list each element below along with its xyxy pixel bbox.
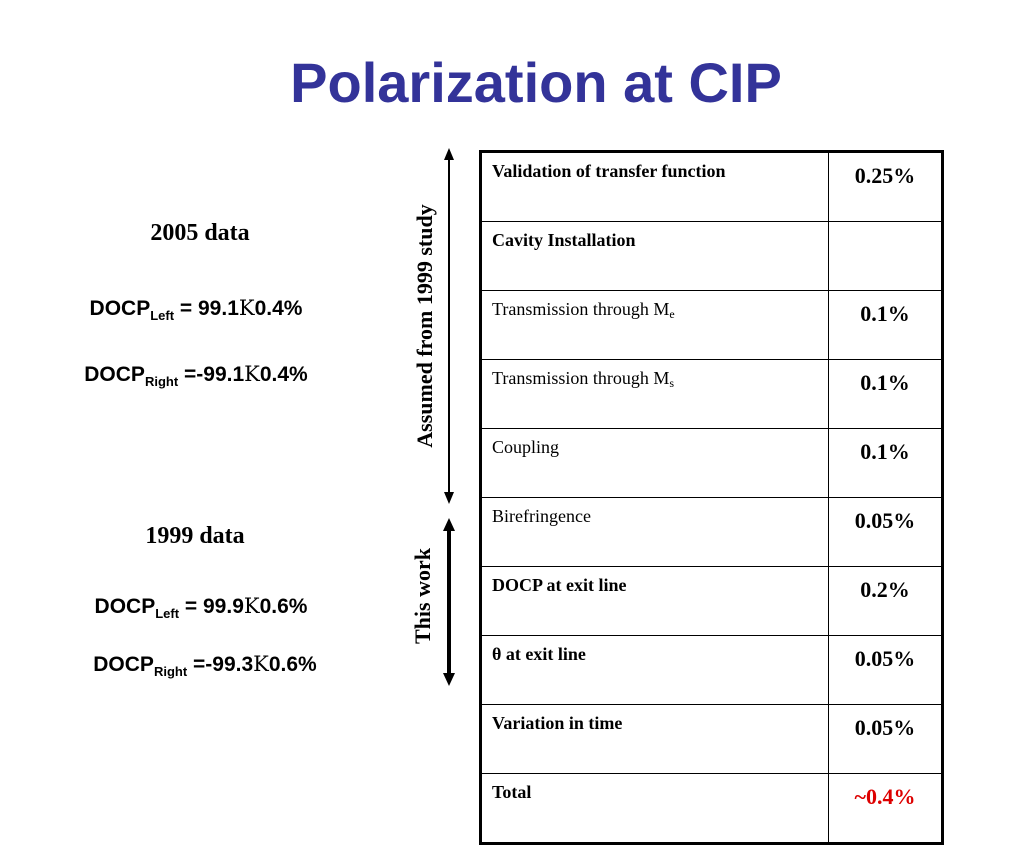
row-value — [828, 221, 943, 291]
this-work-range-arrow — [443, 518, 455, 686]
docp-right-1999: DOCPRight =-99.3Κ0.6% — [93, 652, 317, 679]
table-row: Variation in time 0.05% — [480, 704, 943, 774]
row-label-text: Variation in time — [492, 713, 623, 733]
row-label-text: Transmission through M — [492, 368, 670, 388]
row-label: θ at exit line — [480, 635, 829, 705]
docp-left-1999: DOCPLeft = 99.9Κ0.6% — [94, 594, 308, 621]
row-value: 0.1% — [828, 428, 943, 498]
row-label-text: θ at exit line — [492, 644, 586, 664]
row-value: 0.05% — [828, 497, 943, 567]
heading-1999: 1999 data — [145, 523, 245, 549]
page-title: Polarization at CIP — [290, 51, 782, 114]
row-label: Validation of transfer function — [480, 151, 829, 222]
row-label-text: Transmission through M — [492, 299, 670, 319]
row-value: 0.05% — [828, 704, 943, 774]
row-label: Birefringence — [480, 497, 829, 567]
row-label: Variation in time — [480, 704, 829, 774]
heading-2005: 2005 data — [150, 220, 250, 246]
row-label-text: Cavity Installation — [492, 230, 636, 250]
table-row: Transmission through Me 0.1% — [480, 290, 943, 360]
table-row: Birefringence 0.05% — [480, 497, 943, 567]
row-label-text: Birefringence — [492, 506, 591, 526]
table-row: Validation of transfer function 0.25% — [480, 151, 943, 222]
table-row: Coupling 0.1% — [480, 428, 943, 498]
docp-right-2005: DOCPRight =-99.1Κ0.4% — [84, 362, 308, 389]
row-label-text: DOCP at exit line — [492, 575, 627, 595]
table-row: DOCP at exit line 0.2% — [480, 566, 943, 636]
row-label: DOCP at exit line — [480, 566, 829, 636]
assumed-label: Assumed from 1999 study — [412, 204, 437, 448]
docp-left-2005: DOCPLeft = 99.1Κ0.4% — [89, 296, 303, 323]
row-label-subscript: s — [669, 376, 675, 390]
row-label-text: Total — [492, 782, 532, 802]
row-value: 0.05% — [828, 635, 943, 705]
assumed-range-arrow — [444, 148, 454, 504]
row-label-subscript: e — [669, 307, 675, 321]
table-row: θ at exit line 0.05% — [480, 635, 943, 705]
row-label: Cavity Installation — [480, 221, 829, 291]
row-label: Transmission through Me — [480, 290, 829, 360]
table-row: Transmission through Ms 0.1% — [480, 359, 943, 429]
row-label: Total — [480, 773, 829, 844]
row-label: Transmission through Ms — [480, 359, 829, 429]
row-value: 0.1% — [828, 359, 943, 429]
row-label-text: Coupling — [492, 437, 560, 457]
row-value: ~0.4% — [828, 773, 943, 844]
error-budget-table: Validation of transfer function 0.25% Cavi… — [479, 150, 944, 845]
row-label: Coupling — [480, 428, 829, 498]
this-work-label: This work — [410, 548, 435, 644]
row-value: 0.1% — [828, 290, 943, 360]
row-value: 0.2% — [828, 566, 943, 636]
table-row: Cavity Installation — [480, 221, 943, 291]
table-row: Total ~0.4% — [480, 773, 943, 844]
row-value: 0.25% — [828, 151, 943, 222]
row-label-text: Validation of transfer function — [492, 161, 726, 181]
